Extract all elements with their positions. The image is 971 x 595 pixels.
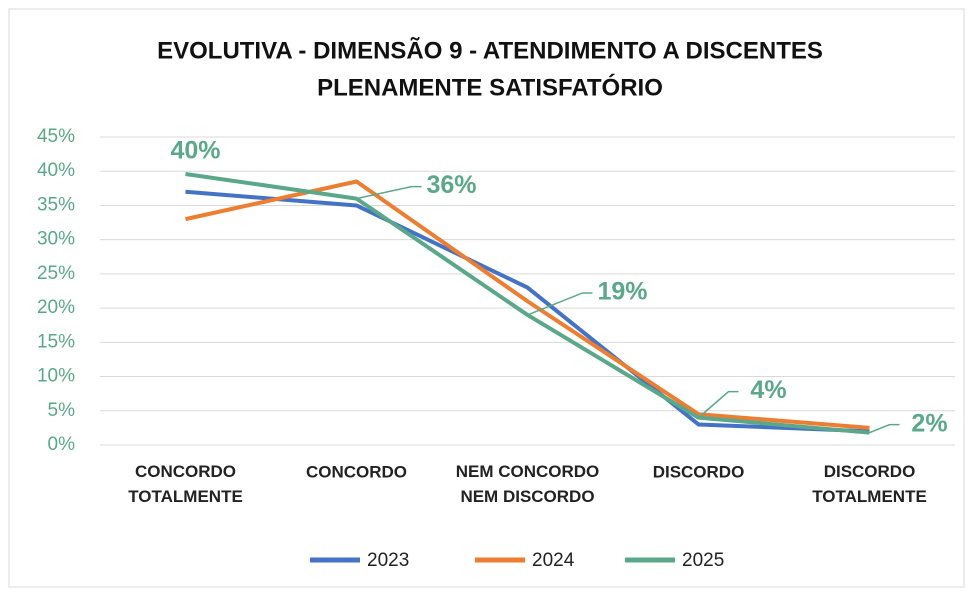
y-tick-label: 25% [37,263,75,284]
legend-label: 2024 [532,550,575,571]
chart-title: EVOLUTIVA - DIMENSÃO 9 - ATENDIMENTO A D… [157,36,823,64]
y-tick-label: 20% [37,297,75,318]
y-tick-label: 0% [48,434,76,455]
y-tick-label: 30% [37,229,75,250]
y-tick-label: 5% [48,400,76,421]
leader-line [356,185,422,200]
leader-line [527,292,593,316]
chart-subtitle: PLENAMENTE SATISFATÓRIO [317,73,663,101]
legend-label: 2023 [367,550,409,571]
x-tick-label: DISCORDO TOTALMENTE [812,462,927,506]
data-label: 19% [597,278,647,306]
x-tick-label: CONCORDO [306,462,407,481]
series-line [185,179,870,430]
y-tick-label: 40% [37,160,75,181]
data-label: 36% [426,171,476,199]
y-tick-label: 15% [37,331,75,352]
leader-line [698,390,739,419]
x-tick-label: NEM CONCORDO NEM DISCORDO [456,462,600,506]
leader-line [869,423,900,434]
y-tick-label: 10% [37,366,75,387]
x-tick-label: CONCORDO TOTALMENTE [128,462,243,506]
series-line [185,189,870,434]
data-label: 2% [911,409,947,437]
y-tick-label: 45% [37,126,75,147]
data-label: 4% [750,376,786,404]
y-tick-label: 35% [37,194,75,215]
chart-frame [8,8,965,588]
data-label: 40% [170,137,220,165]
legend-label: 2025 [682,550,724,571]
x-tick-label: DISCORDO [653,462,745,481]
